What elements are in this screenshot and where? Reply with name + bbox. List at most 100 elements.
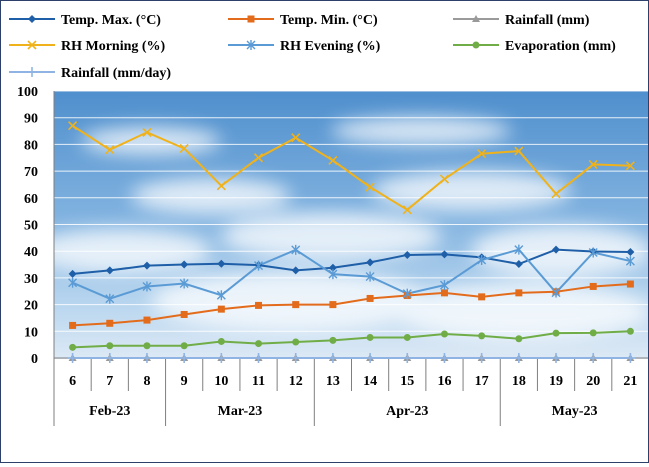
data-point — [27, 40, 37, 50]
data-point — [143, 316, 151, 324]
data-point — [254, 260, 264, 271]
data-point — [291, 133, 301, 143]
x-tick-label: 19 — [549, 374, 563, 389]
data-point — [589, 282, 597, 290]
x-group-label: Feb-23 — [89, 404, 130, 419]
legend-item: Rainfall (mm/day) — [9, 66, 171, 81]
data-point — [472, 15, 480, 22]
data-point — [106, 342, 114, 350]
data-point — [291, 244, 301, 255]
legend-label: Temp. Min. (°C) — [280, 13, 378, 28]
x-tick-label: 8 — [143, 374, 150, 389]
data-point — [105, 266, 114, 275]
legend-label: RH Morning (%) — [61, 39, 166, 54]
data-point — [217, 259, 226, 268]
y-tick-label: 70 — [24, 165, 38, 180]
marker-stroke — [179, 143, 189, 153]
data-point — [440, 289, 448, 297]
data-point — [255, 340, 263, 348]
legend-item: RH Evening (%) — [228, 39, 381, 54]
series-line — [72, 124, 631, 212]
data-point — [105, 293, 115, 304]
data-point — [180, 342, 188, 350]
data-point — [292, 301, 300, 309]
data-point — [142, 127, 152, 137]
x-tick-label: 14 — [363, 374, 377, 389]
data-point — [253, 353, 264, 363]
data-point — [552, 245, 561, 254]
legend-item: Rainfall (mm) — [453, 13, 590, 28]
marker-stroke — [291, 133, 301, 143]
marker-stroke — [105, 145, 115, 155]
data-point — [625, 353, 636, 363]
marker-stroke — [27, 40, 37, 50]
data-point — [588, 159, 598, 169]
data-point — [439, 353, 450, 363]
marker-stroke — [68, 121, 78, 131]
data-point — [478, 332, 486, 340]
marker-stroke — [328, 155, 338, 165]
data-point — [439, 174, 450, 184]
data-point — [515, 289, 523, 297]
data-point — [247, 15, 255, 23]
y-tick-label: 0 — [31, 352, 38, 367]
data-point — [478, 293, 486, 301]
marker-stroke — [439, 174, 450, 184]
series-lines — [72, 124, 631, 359]
marker-stroke — [551, 189, 561, 199]
legend-label: Temp. Max. (°C) — [61, 13, 161, 28]
x-tick-label: 11 — [252, 374, 265, 389]
marker-stroke — [625, 161, 635, 171]
data-point — [552, 329, 560, 337]
legend-label: Evaporation (mm) — [505, 39, 616, 54]
x-group-label: Mar-23 — [218, 404, 263, 419]
data-point — [477, 255, 487, 266]
data-point — [626, 248, 635, 257]
legend-item: RH Morning (%) — [9, 39, 166, 54]
data-point — [625, 161, 635, 171]
data-point — [366, 333, 374, 341]
data-point — [625, 256, 635, 267]
y-tick-label: 60 — [24, 192, 38, 207]
data-points — [67, 121, 636, 363]
series-line — [72, 248, 631, 275]
marker-stroke — [142, 127, 152, 137]
data-point — [402, 205, 412, 215]
legend-label: RH Evening (%) — [280, 39, 381, 54]
data-point — [626, 327, 634, 335]
data-point — [143, 342, 151, 350]
data-point — [403, 333, 411, 341]
x-tick-label: 9 — [181, 374, 188, 389]
y-tick-label: 30 — [24, 272, 38, 287]
data-point — [104, 353, 115, 363]
data-point — [366, 294, 374, 302]
data-point — [216, 290, 226, 301]
data-point — [329, 301, 337, 309]
legend-label: Rainfall (mm) — [505, 13, 590, 28]
marker-stroke — [514, 146, 524, 156]
legend-label: Rainfall (mm/day) — [61, 66, 171, 81]
data-point — [180, 260, 189, 269]
data-point — [292, 338, 300, 346]
series-line — [72, 248, 631, 300]
data-point — [402, 288, 412, 299]
y-tick-label: 40 — [24, 245, 38, 260]
marker-stroke — [216, 181, 226, 191]
legend-item: Evaporation (mm) — [453, 39, 616, 54]
data-point — [68, 269, 77, 278]
data-point — [514, 260, 523, 269]
data-point — [216, 181, 226, 191]
y-tick-label: 100 — [17, 85, 38, 100]
data-point — [551, 353, 562, 363]
data-point — [179, 278, 189, 289]
data-point — [290, 353, 301, 363]
series-line — [72, 283, 631, 327]
data-point — [365, 353, 376, 363]
x-group-label: Apr-23 — [386, 404, 428, 419]
y-tick-label: 50 — [24, 219, 38, 234]
data-point — [365, 271, 375, 282]
data-point — [551, 189, 561, 199]
data-point — [327, 353, 338, 363]
data-point — [476, 353, 487, 363]
